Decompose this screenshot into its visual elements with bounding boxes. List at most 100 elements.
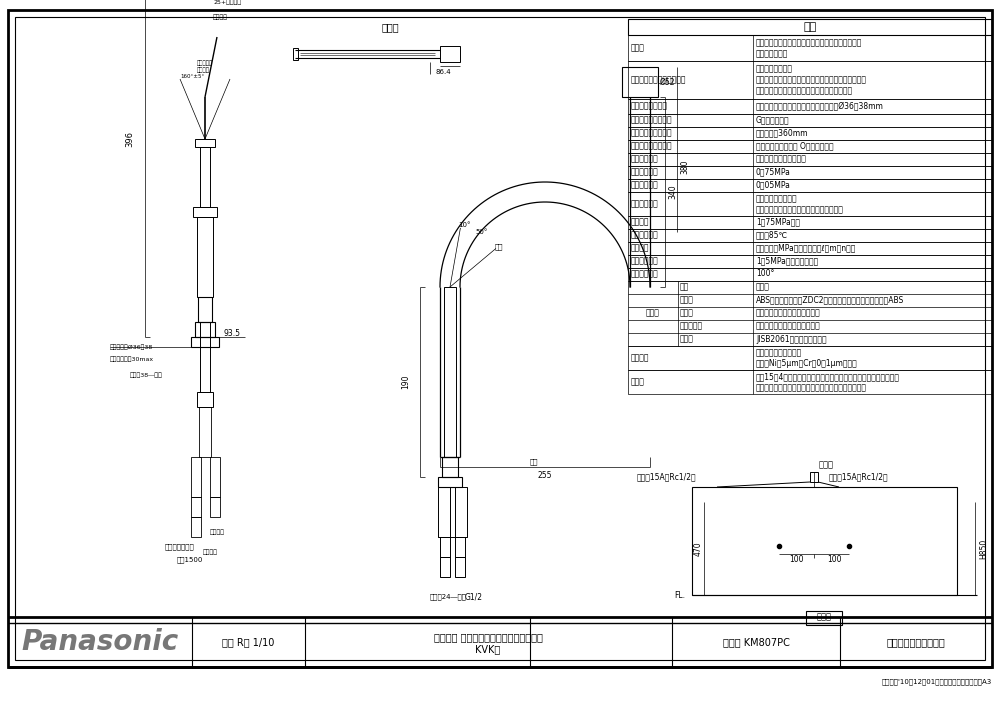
Bar — [440, 537, 450, 557]
Text: H850: H850 — [979, 539, 988, 559]
Bar — [628, 127, 992, 140]
Bar — [210, 497, 220, 517]
Text: 1．5MPa以下（水撃値）: 1．5MPa以下（水撃値） — [756, 256, 818, 266]
Text: 1．75MPa以下: 1．75MPa以下 — [756, 217, 800, 227]
Bar — [197, 392, 213, 407]
Text: 耐圧性能: 耐圧性能 — [631, 217, 650, 227]
Text: その他: その他 — [680, 334, 694, 344]
Bar — [628, 242, 992, 255]
Text: 160°±5°: 160°±5° — [180, 74, 204, 79]
Bar — [628, 114, 992, 127]
Text: Panasonic: Panasonic — [21, 628, 179, 656]
Text: 給水・給湯１次側に設置: 給水・給湯１次側に設置 — [756, 155, 807, 163]
Bar — [628, 229, 992, 242]
Bar — [193, 207, 217, 217]
Text: パナソニック株式会社: パナソニック株式会社 — [887, 637, 945, 647]
Text: 396: 396 — [126, 131, 134, 147]
Text: ABS（合成樹脂）．ZDC2（亜邉ダイカスト）．キャップABS: ABS（合成樹脂）．ZDC2（亜邉ダイカスト）．キャップABS — [756, 295, 904, 305]
Text: 黄銅管＋ニッケルクロムメッキ: 黄銅管＋ニッケルクロムメッキ — [756, 308, 821, 318]
Text: 板厚：１～３０ｭｭ　・・取付穴寸法：Ø36～38mm: 板厚：１～３０ｭｭ ・・取付穴寸法：Ø36～38mm — [756, 102, 884, 110]
Text: 作成日：'10・12・01　技術驟・業務図面式・A3: 作成日：'10・12・01 技術驟・業務図面式・A3 — [882, 679, 992, 685]
Text: 設備図: 設備図 — [816, 612, 832, 621]
Bar — [438, 477, 462, 487]
Text: シャワー: シャワー — [203, 549, 218, 554]
Text: 93.5: 93.5 — [223, 329, 240, 337]
Text: Ø52: Ø52 — [660, 77, 676, 87]
Bar — [628, 19, 992, 35]
Bar — [444, 287, 456, 457]
Bar — [191, 337, 219, 347]
Bar — [628, 192, 992, 216]
Text: 255: 255 — [538, 471, 552, 480]
Bar — [628, 140, 992, 153]
Text: 0．75MPa: 0．75MPa — [756, 168, 791, 176]
Text: 給水・止水・温度調節方法: 給水・止水・温度調節方法 — [631, 76, 686, 84]
Text: 使用温度範囲: 使用温度範囲 — [631, 230, 659, 240]
Bar — [628, 35, 992, 61]
Text: 給水（15A・Rc1/2）: 給水（15A・Rc1/2） — [637, 472, 697, 482]
Text: 最高使用圧力: 最高使用圧力 — [631, 168, 659, 176]
Text: 平成15年4月１日施行の「給水装置の構造及び材質の基準に関する
省令の１号を改正する省令」に基づく流通基準に適合: 平成15年4月１日施行の「給水装置の構造及び材質の基準に関する 省令の１号を改正… — [756, 372, 900, 392]
Text: 給水・給湯配管長さ: 給水・給湯配管長さ — [631, 129, 673, 137]
Text: 品番： KM807PC: 品番： KM807PC — [723, 637, 789, 647]
Text: 取付面より360mm: 取付面より360mm — [756, 129, 808, 137]
Text: 前側: 前側 — [495, 244, 504, 251]
Text: 水撃防止性能: 水撃防止性能 — [631, 256, 659, 266]
Text: 黄銅椒＋ニッケルクロムメッキ: 黄銅椒＋ニッケルクロムメッキ — [756, 321, 821, 331]
Text: シングルレバー式
止水：レバーを下方へ　・・・給水：レバーを上方へ
温度調節：レバー先竺右方向で温、左方向で冷: シングルレバー式 止水：レバーを下方へ ・・・給水：レバーを上方へ 温度調節：レ… — [756, 64, 867, 95]
Text: 水橋: 水橋 — [530, 458, 538, 465]
Text: 尺・ R： 1/10: 尺・ R： 1/10 — [222, 637, 274, 647]
Text: 25+吐水位置: 25+吐水位置 — [213, 0, 241, 5]
Text: 給水・給湯接続口径: 給水・給湯接続口径 — [631, 116, 673, 124]
Text: 470: 470 — [694, 542, 702, 557]
Text: 10°: 10° — [458, 222, 471, 228]
Bar — [692, 487, 957, 595]
Text: 仕様: 仕様 — [803, 22, 817, 32]
Text: 止水位置: 止水位置 — [213, 14, 228, 19]
Bar — [622, 67, 658, 97]
Text: 水橋本体取付方法: 水橋本体取付方法 — [631, 102, 668, 110]
Bar — [197, 217, 213, 297]
Text: 二面库38―六角: 二面库38―六角 — [130, 373, 163, 378]
Bar — [191, 497, 201, 517]
Text: 0．05MPa: 0．05MPa — [756, 180, 791, 189]
Text: 100°: 100° — [756, 269, 774, 279]
Text: 最低使用圧力: 最低使用圧力 — [631, 180, 659, 189]
Bar — [195, 139, 215, 147]
Text: 合成ゴム・・ボリアセタール製品・・セラミックス
カートリッジ式: 合成ゴム・・ボリアセタール製品・・セラミックス カートリッジ式 — [756, 38, 862, 58]
Text: シャワーホース: シャワーホース — [165, 544, 195, 550]
Bar — [628, 216, 992, 229]
Text: 190: 190 — [402, 375, 411, 389]
Text: KVK型: KVK型 — [475, 644, 501, 654]
Text: 水圧０．１MPaにおいて、６ℓ／mぃn以上: 水圧０．１MPaにおいて、６ℓ／mぃn以上 — [756, 243, 856, 253]
Bar — [628, 255, 992, 268]
Bar — [440, 557, 450, 577]
Text: ファスナー式　・・ Oリングシール: ファスナー式 ・・ Oリングシール — [756, 142, 834, 150]
Text: 逆流防止装置: 逆流防止装置 — [631, 155, 659, 163]
Text: 100: 100 — [789, 555, 803, 565]
Bar — [195, 322, 215, 337]
Text: 吐水性能: 吐水性能 — [631, 243, 650, 253]
Bar — [628, 281, 992, 346]
Text: G1/2: G1/2 — [465, 593, 483, 601]
Bar — [438, 487, 450, 537]
Text: 温度調節角度: 温度調節角度 — [631, 269, 659, 279]
Text: 50°: 50° — [475, 229, 487, 235]
Bar — [628, 153, 992, 166]
Text: 備・考: 備・考 — [631, 378, 645, 386]
Bar — [628, 99, 992, 114]
Text: 弁・部: 弁・部 — [631, 43, 645, 53]
Text: 吐水口正常
排水角度: 吐水口正常 排水角度 — [197, 61, 213, 73]
Text: G１／２めねじ: G１／２めねじ — [756, 116, 790, 124]
Bar — [210, 457, 220, 497]
Text: ニッケルクロムメッキ
厚さ（Ni：5μm　Cr：0．1μm）以上: ニッケルクロムメッキ 厚さ（Ni：5μm Cr：0．1μm）以上 — [756, 348, 858, 368]
Text: 商品名： 水橋グースネック（一般用）笪: 商品名： 水橋グースネック（一般用）笪 — [434, 632, 542, 642]
Text: 全長1500: 全長1500 — [177, 557, 203, 563]
Text: 吐水口: 吐水口 — [680, 308, 694, 318]
Bar — [628, 179, 992, 192]
Bar — [455, 557, 465, 577]
Bar — [455, 487, 467, 537]
Bar — [455, 537, 465, 557]
Text: レバー: レバー — [680, 295, 694, 305]
Bar — [200, 322, 210, 392]
